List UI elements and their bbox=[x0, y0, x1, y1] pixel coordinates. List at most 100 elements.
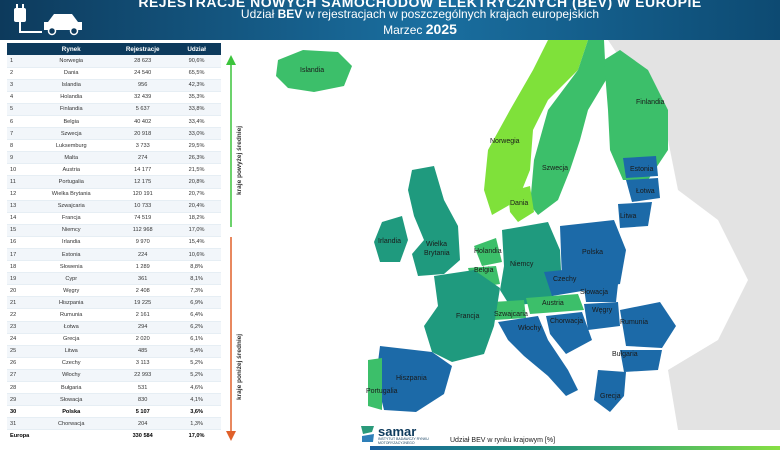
table-row: 4 Holandia 32 439 35,3% bbox=[7, 91, 221, 104]
rank-cell: 27 bbox=[7, 369, 30, 383]
table-row: 6 Belgia 40 402 33,4% bbox=[7, 115, 221, 129]
registrations-cell: 956 bbox=[113, 79, 173, 92]
rank-cell: 11 bbox=[7, 175, 30, 189]
table-row: 7 Szwecja 20 918 33,0% bbox=[7, 127, 221, 141]
market-cell: Szwajcaria bbox=[29, 200, 114, 213]
above-average-label: kraje powyżej średniej bbox=[236, 125, 243, 195]
rank-cell: 17 bbox=[7, 248, 30, 262]
registrations-cell: 1 289 bbox=[113, 260, 173, 274]
country-niemcy bbox=[500, 222, 562, 306]
registrations-cell: 274 bbox=[113, 151, 173, 165]
page-subtitle: Udział BEV w rejestracjach w poszczególn… bbox=[240, 7, 600, 21]
country-grecja bbox=[594, 370, 626, 412]
share-cell: 20,4% bbox=[172, 200, 221, 213]
brand-subtitle: INSTYTUT BADAWCZY RYNKU MOTORYZACYJNEGO bbox=[378, 437, 429, 445]
total-share: 17,0% bbox=[172, 429, 221, 442]
market-cell: Grecja bbox=[29, 333, 114, 346]
col-rank-header bbox=[7, 43, 30, 55]
rank-cell: 2 bbox=[7, 67, 30, 80]
share-cell: 20,8% bbox=[172, 175, 221, 189]
registrations-cell: 40 402 bbox=[113, 115, 173, 129]
market-cell: Francja bbox=[29, 212, 114, 225]
market-cell: Estonia bbox=[29, 248, 114, 262]
turkey-region bbox=[668, 370, 780, 430]
share-cell: 6,1% bbox=[172, 333, 221, 346]
label-litwa: Litwa bbox=[620, 213, 636, 220]
share-cell: 5,4% bbox=[172, 345, 221, 358]
rank-cell: 1 bbox=[7, 55, 30, 68]
market-cell: Łotwa bbox=[29, 321, 114, 334]
table-row: 16 Irlandia 9 970 15,4% bbox=[7, 236, 221, 250]
label-wegry: Węgry bbox=[592, 307, 613, 314]
market-cell: Austria bbox=[29, 163, 114, 177]
market-cell: Belgia bbox=[29, 115, 114, 129]
market-cell: Luksemburg bbox=[29, 139, 114, 153]
country-szwajcaria bbox=[492, 300, 526, 320]
registrations-cell: 3 113 bbox=[113, 357, 173, 370]
report-date: Marzec 2025 bbox=[383, 21, 457, 37]
market-cell: Holandia bbox=[29, 91, 114, 104]
registrations-cell: 12 175 bbox=[113, 175, 173, 189]
country-szwecja bbox=[530, 40, 606, 215]
registrations-cell: 204 bbox=[113, 417, 173, 431]
registrations-cell: 120 191 bbox=[113, 188, 173, 201]
market-cell: Czechy bbox=[29, 357, 114, 370]
share-cell: 33,8% bbox=[172, 103, 221, 116]
registrations-cell: 3 733 bbox=[113, 139, 173, 153]
label-polska: Polska bbox=[582, 249, 603, 256]
registrations-cell: 20 918 bbox=[113, 127, 173, 141]
market-cell: Bułgaria bbox=[29, 381, 114, 395]
registrations-cell: 5 637 bbox=[113, 103, 173, 116]
share-cell: 65,5% bbox=[172, 67, 221, 80]
market-cell: Włochy bbox=[29, 369, 114, 383]
country-irlandia bbox=[374, 216, 408, 262]
rank-cell: 29 bbox=[7, 393, 30, 407]
registrations-cell: 2 408 bbox=[113, 284, 173, 298]
table-row: 31 Chorwacja 204 1,3% bbox=[7, 417, 221, 431]
share-cell: 21,5% bbox=[172, 163, 221, 177]
market-cell: Norwegia bbox=[29, 55, 114, 68]
rank-cell: 5 bbox=[7, 103, 30, 116]
market-cell: Malta bbox=[29, 151, 114, 165]
table-row: 30 Polska 5 107 3,6% bbox=[7, 405, 221, 419]
registrations-cell: 830 bbox=[113, 393, 173, 407]
registrations-cell: 74 519 bbox=[113, 212, 173, 225]
average-arrows: kraje powyżej średniej kraje poniżej śre… bbox=[222, 55, 248, 445]
above-arrow-icon bbox=[226, 55, 236, 65]
registrations-cell: 294 bbox=[113, 321, 173, 334]
table-row: 29 Słowacja 830 4,1% bbox=[7, 393, 221, 407]
rank-cell: 15 bbox=[7, 224, 30, 237]
table-row: 17 Estonia 224 10,6% bbox=[7, 248, 221, 262]
country-wlochy bbox=[498, 316, 578, 396]
share-cell: 10,6% bbox=[172, 248, 221, 262]
share-cell: 5,2% bbox=[172, 369, 221, 383]
share-cell: 33,4% bbox=[172, 115, 221, 129]
table-row: 28 Bułgaria 531 4,6% bbox=[7, 381, 221, 395]
share-cell: 42,3% bbox=[172, 79, 221, 92]
table-row: 2 Dania 24 540 65,5% bbox=[7, 67, 221, 80]
country-austria bbox=[526, 294, 584, 314]
col-market-header: Rynek bbox=[29, 43, 114, 55]
share-cell: 1,3% bbox=[172, 417, 221, 431]
table-row: 1 Norwegia 28 623 90,6% bbox=[7, 55, 221, 68]
rank-cell: 6 bbox=[7, 115, 30, 129]
label-slowacja: Słowacja bbox=[580, 289, 608, 296]
rank-cell: 20 bbox=[7, 284, 30, 298]
label-szwajcaria: Szwajcaria bbox=[494, 311, 528, 318]
label-holandia: Holandia bbox=[474, 248, 502, 255]
table-row: 22 Rumunia 2 161 6,4% bbox=[7, 308, 221, 322]
label-niemcy: Niemcy bbox=[510, 261, 534, 268]
rank-cell: 19 bbox=[7, 272, 30, 286]
country-norwegia bbox=[484, 40, 588, 215]
label-wlochy: Włochy bbox=[518, 325, 541, 332]
country-lotwa bbox=[626, 178, 660, 202]
registrations-cell: 531 bbox=[113, 381, 173, 395]
label-portugalia: Portugalia bbox=[366, 388, 398, 395]
country-rumunia bbox=[620, 302, 676, 348]
rank-cell: 21 bbox=[7, 296, 30, 310]
label-bulgaria: Bułgaria bbox=[612, 351, 638, 358]
rank-cell: 8 bbox=[7, 139, 30, 153]
label-chorwacja: Chorwacja bbox=[550, 318, 583, 325]
country-slowacja bbox=[584, 284, 618, 302]
country-bulgaria bbox=[620, 350, 662, 372]
